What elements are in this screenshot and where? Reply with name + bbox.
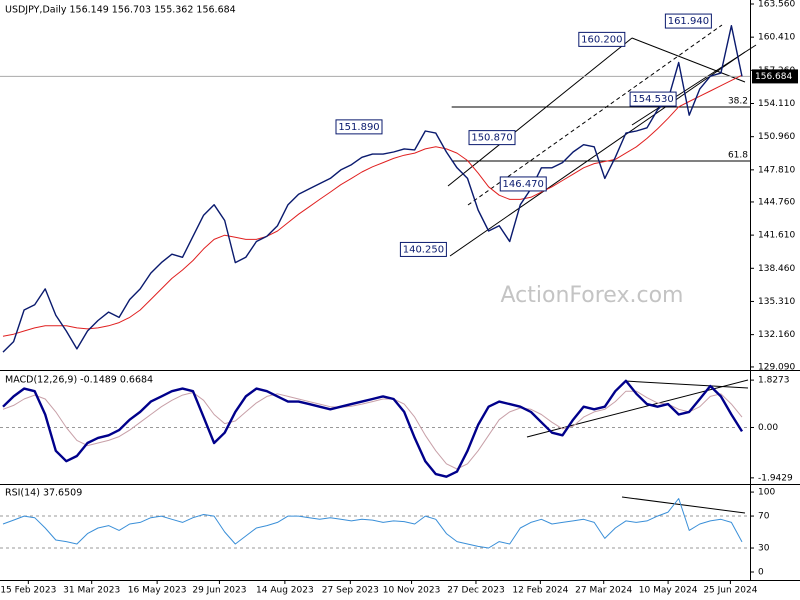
trend-line [631,37,746,83]
y-tick-label: 141.610 [758,231,795,241]
price-annotation-box [664,13,712,29]
trend-line [621,496,746,514]
price-annotation-box [468,130,516,146]
price-annotation: 161.940 [668,16,709,27]
y-tick-label: 144.760 [758,197,795,207]
series-line [2,498,743,549]
trend-line [467,24,723,206]
x-tick-label: 14 Aug 2023 [256,586,314,596]
y-tick-label: 30 [758,544,770,554]
panel-title: USDJPY,Daily 156.149 156.703 155.362 156… [5,5,236,16]
y-tick-label: 163.560 [758,0,795,10]
trend-lines [447,24,757,514]
price-annotation: 140.250 [403,244,444,255]
x-tick-label: 16 May 2023 [128,586,187,596]
panel-title: MACD(12,26,9) -0.1489 0.6684 [5,375,153,386]
x-tick-label: 29 Jun 2023 [192,586,246,596]
series-line [2,25,743,353]
x-tick-label: 10 May 2024 [639,586,698,596]
y-tick-label: 1.8273 [758,376,790,386]
panel-title: RSI(14) 37.6509 [5,488,82,499]
x-tick-label: 31 Mar 2023 [63,586,120,596]
price-annotation: 160.200 [581,34,622,45]
y-tick-label: 160.410 [758,33,795,43]
y-tick-label: 147.810 [758,165,795,175]
y-tick-label: 100 [758,488,775,498]
y-tick-label: 70 [758,512,770,522]
x-tick-label: 27 Sep 2023 [322,586,379,596]
y-tick-label: 129.090 [758,362,795,372]
price-annotation: 151.890 [338,122,379,133]
y-tick-label: -1.9429 [758,473,793,483]
trend-line [526,379,749,438]
x-tick-label: 27 Dec 2023 [447,586,505,596]
y-tick-label: 0.00 [758,423,778,433]
y-tick-label: 150.960 [758,132,795,142]
x-tick-label: 15 Feb 2023 [0,586,56,596]
frame [0,0,800,581]
price-annotation: 154.530 [632,94,673,105]
y-tick-label: 0 [758,568,764,578]
last-price-box [752,69,798,84]
last-price-label: 156.684 [755,72,792,82]
y-tick-label: 154.110 [758,99,795,109]
y-tick-label: 135.310 [758,297,795,307]
series-line [2,74,743,337]
trend-line [449,51,746,257]
price-annotation: 146.470 [503,179,544,190]
y-tick-label: 132.160 [758,330,795,340]
y-tick-label: 138.460 [758,264,795,274]
trend-line [624,380,749,389]
price-annotation-box [335,119,383,135]
x-tick-label: 27 Mar 2024 [575,586,632,596]
watermark: ActionForex.com [501,283,684,308]
series-line [2,379,744,478]
series-line [2,390,743,470]
x-tick-label: 12 Feb 2024 [512,586,568,596]
fib-label: 38.2 [728,96,748,106]
x-tick-label: 25 Jun 2024 [703,586,757,596]
price-annotation-box [399,241,447,257]
price-annotation: 150.870 [471,133,512,144]
x-tick-label: 10 Nov 2023 [383,586,441,596]
fib-label: 61.8 [728,150,748,160]
price-annotation-box [578,31,626,47]
price-annotation-box [629,91,677,107]
price-annotation-box [499,176,547,192]
